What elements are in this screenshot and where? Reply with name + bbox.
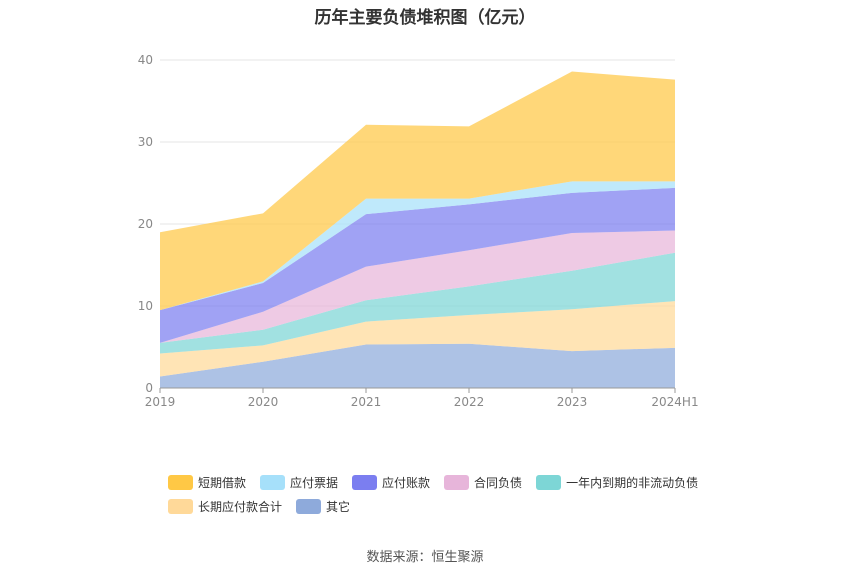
area-layer [160, 71, 675, 388]
x-tick-label-2020: 2020 [248, 395, 279, 409]
x-tick-label-2022: 2022 [454, 395, 485, 409]
legend-label-4: 应付账款 [382, 475, 431, 490]
legend-label-2: 一年内到期的非流动负债 [566, 475, 699, 490]
legend-swatch-0 [296, 498, 322, 514]
y-tick-label-10: 10 [138, 299, 153, 313]
legend-item-0[interactable]: 其它 [296, 498, 350, 515]
y-tick-label-40: 40 [138, 53, 153, 67]
legend-swatch-1 [168, 498, 193, 514]
area-series-0 [160, 343, 675, 388]
legend-swatch-2 [536, 474, 562, 490]
chart-title: 历年主要负债堆积图（亿元） [314, 8, 536, 28]
legend-item-5[interactable]: 应付票据 [260, 474, 338, 491]
area-series-3 [160, 230, 675, 343]
legend-swatch-4 [352, 474, 378, 490]
legend-label-0: 其它 [326, 499, 351, 514]
legend-label-5: 应付票据 [290, 475, 339, 490]
x-tick-label-2024H1: 2024H1 [651, 395, 698, 409]
legend-item-2[interactable]: 一年内到期的非流动负债 [536, 474, 698, 491]
data-source: 数据来源：恒生聚源 [366, 550, 484, 565]
legend-item-1[interactable]: 长期应付款合计 [168, 498, 282, 515]
legend-label-3: 合同负债 [474, 475, 523, 490]
legend-swatch-3 [444, 474, 470, 490]
legend-swatch-6 [168, 474, 193, 490]
legend-item-3[interactable]: 合同负债 [444, 474, 522, 491]
legend-label-6: 短期借款 [198, 475, 247, 490]
legend-item-4[interactable]: 应付账款 [352, 474, 430, 491]
legend-item-6[interactable]: 短期借款 [168, 474, 246, 491]
y-tick-label-30: 30 [138, 135, 153, 149]
axis-layer: 0 10 20 30 40 2019 2020 2021 2022 2023 2024H1 [138, 53, 699, 409]
area-series-2 [160, 252, 675, 354]
area-series-5 [160, 181, 675, 311]
legend-label-1: 长期应付款合计 [198, 499, 283, 514]
legend-row-1: 长期应付款合计 其它 [168, 494, 768, 518]
area-series-1 [160, 301, 675, 377]
legend-row-0: 短期借款 应付票据 应付账款 合同负债 一年内到期的非流动负债 [168, 470, 768, 494]
legend: 短期借款 应付票据 应付账款 合同负债 一年内到期的非流动负债长期应付款合计 其它 [168, 470, 768, 518]
area-series-4 [160, 187, 675, 343]
y-tick-label-20: 20 [138, 217, 153, 231]
area-series-6 [160, 71, 675, 311]
x-tick-label-2019: 2019 [145, 395, 176, 409]
y-tick-label-0: 0 [145, 381, 153, 395]
legend-swatch-5 [260, 474, 286, 490]
x-tick-label-2021: 2021 [351, 395, 382, 409]
x-tick-label-2023: 2023 [557, 395, 588, 409]
